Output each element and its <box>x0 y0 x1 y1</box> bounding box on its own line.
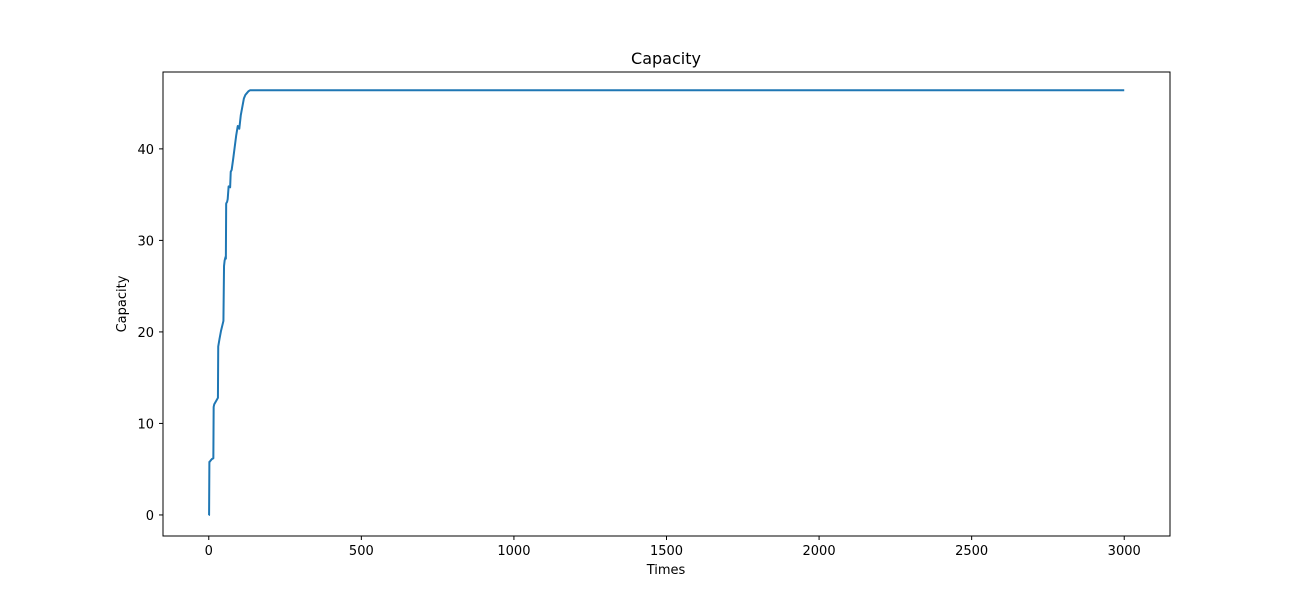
plot-background <box>163 72 1170 536</box>
y-axis-ticks: 0 10 20 30 40 <box>137 143 163 524</box>
y-tick-label: 10 <box>137 417 154 432</box>
x-tick-label: 3000 <box>1108 544 1141 559</box>
x-axis-label: Times <box>646 563 686 578</box>
y-tick-label: 40 <box>137 143 154 158</box>
x-tick-label: 1000 <box>497 544 530 559</box>
x-tick-label: 2000 <box>803 544 836 559</box>
chart-title: Capacity <box>631 49 701 68</box>
y-tick-label: 20 <box>137 326 154 341</box>
x-axis-ticks: 0 500 1000 1500 2000 2500 3000 <box>205 536 1141 559</box>
capacity-series-line <box>208 89 1125 516</box>
x-tick-label: 2500 <box>955 544 988 559</box>
y-tick-label: 0 <box>146 509 154 524</box>
y-tick-label: 30 <box>137 234 154 249</box>
x-tick-label: 500 <box>349 544 374 559</box>
plot-area <box>162 71 1171 537</box>
x-tick-label: 1500 <box>650 544 683 559</box>
x-tick-label: 0 <box>205 544 213 559</box>
y-axis-label: Capacity <box>115 275 130 332</box>
